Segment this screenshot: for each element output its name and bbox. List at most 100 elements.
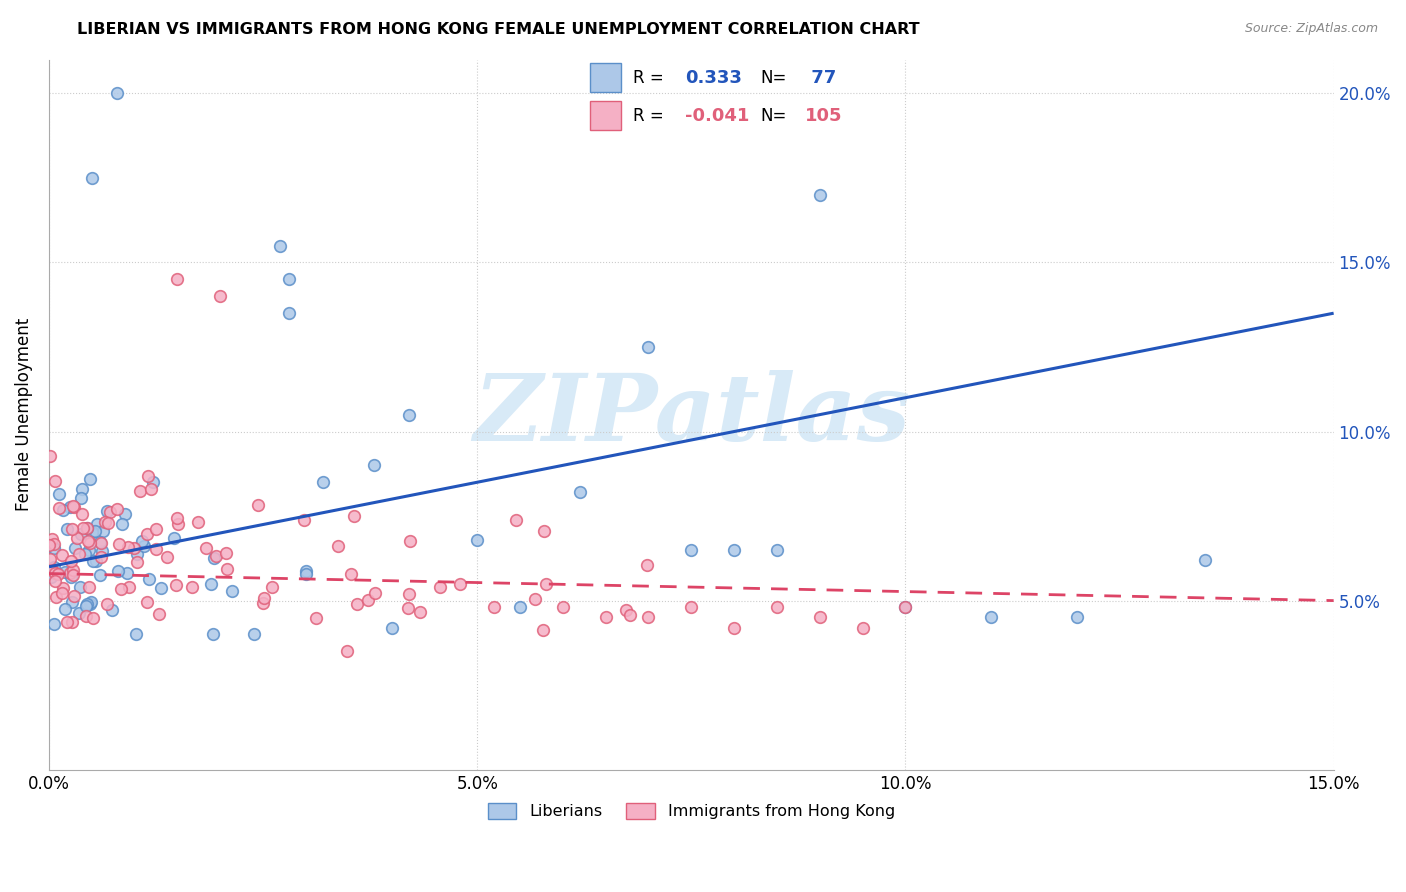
Point: [340, 567, 363, 582]
Point: [149, 581, 172, 595]
Point: [110, 582, 132, 596]
Point: [396, 601, 419, 615]
Point: [364, 586, 387, 600]
Point: [1066, 610, 1088, 624]
Point: [531, 623, 554, 637]
Point: [723, 621, 745, 635]
Point: [295, 566, 318, 581]
Text: 105: 105: [804, 107, 842, 125]
Point: [595, 610, 617, 624]
Point: [346, 597, 368, 611]
Point: [894, 600, 917, 615]
Point: [66, 531, 89, 545]
Point: [194, 541, 217, 556]
Point: [681, 542, 703, 557]
Point: [252, 596, 274, 610]
Point: [63, 589, 86, 603]
Point: [980, 610, 1002, 624]
Point: [60, 570, 83, 584]
Point: [89, 535, 111, 549]
Text: -0.041: -0.041: [685, 107, 749, 125]
Point: [215, 562, 238, 576]
Point: [63, 500, 86, 515]
Point: [55, 602, 77, 616]
Y-axis label: Female Unemployment: Female Unemployment: [15, 318, 32, 511]
Point: [125, 627, 148, 641]
Point: [76, 520, 98, 534]
Point: [63, 541, 86, 556]
Point: [894, 600, 917, 615]
Point: [56, 522, 79, 536]
Point: [44, 566, 66, 581]
Point: [398, 408, 420, 422]
Text: R =: R =: [633, 107, 664, 125]
Point: [166, 516, 188, 531]
Point: [253, 591, 276, 605]
Point: [89, 568, 111, 582]
Point: [101, 603, 124, 617]
Text: LIBERIAN VS IMMIGRANTS FROM HONG KONG FEMALE UNEMPLOYMENT CORRELATION CHART: LIBERIAN VS IMMIGRANTS FROM HONG KONG FE…: [77, 22, 920, 37]
Point: [852, 621, 875, 635]
Point: [766, 542, 789, 557]
Point: [125, 555, 148, 569]
Point: [129, 484, 152, 499]
Point: [484, 600, 506, 615]
Point: [277, 306, 299, 320]
Point: [60, 522, 83, 536]
Point: [363, 458, 385, 473]
Point: [79, 472, 101, 486]
Point: [142, 475, 165, 489]
Point: [69, 580, 91, 594]
Point: [295, 564, 318, 578]
Point: [77, 542, 100, 557]
Point: [59, 566, 82, 580]
Point: [82, 554, 104, 568]
Point: [94, 515, 117, 529]
Point: [70, 482, 93, 496]
Point: [135, 526, 157, 541]
Point: [59, 554, 82, 568]
Point: [148, 607, 170, 621]
Point: [138, 572, 160, 586]
Point: [204, 549, 226, 564]
Point: [305, 611, 328, 625]
Point: [247, 498, 270, 512]
Point: [77, 580, 100, 594]
Point: [449, 576, 471, 591]
Point: [75, 608, 97, 623]
Point: [619, 607, 641, 622]
Point: [122, 541, 145, 555]
Point: [91, 544, 114, 558]
Point: [84, 524, 107, 538]
Point: [505, 513, 527, 527]
Text: Source: ZipAtlas.com: Source: ZipAtlas.com: [1244, 22, 1378, 36]
Text: ZIPatlas: ZIPatlas: [472, 369, 910, 459]
Point: [96, 597, 118, 611]
Point: [114, 508, 136, 522]
Legend: Liberians, Immigrants from Hong Kong: Liberians, Immigrants from Hong Kong: [481, 797, 901, 826]
Point: [165, 578, 187, 592]
Point: [38, 449, 60, 463]
Point: [67, 606, 90, 620]
Point: [90, 536, 112, 550]
Point: [356, 593, 378, 607]
Point: [42, 617, 65, 632]
Point: [111, 517, 134, 532]
Point: [75, 547, 97, 561]
Point: [524, 592, 547, 607]
Point: [131, 534, 153, 549]
Point: [202, 551, 225, 566]
Point: [48, 501, 70, 516]
Point: [136, 469, 159, 483]
Text: N=: N=: [761, 107, 787, 125]
Point: [209, 289, 232, 303]
Point: [145, 522, 167, 536]
Point: [98, 505, 121, 519]
Point: [139, 482, 162, 496]
Point: [533, 524, 555, 538]
Point: [292, 513, 315, 527]
Point: [107, 564, 129, 578]
Point: [115, 566, 138, 580]
Point: [465, 533, 488, 547]
Point: [44, 541, 66, 555]
